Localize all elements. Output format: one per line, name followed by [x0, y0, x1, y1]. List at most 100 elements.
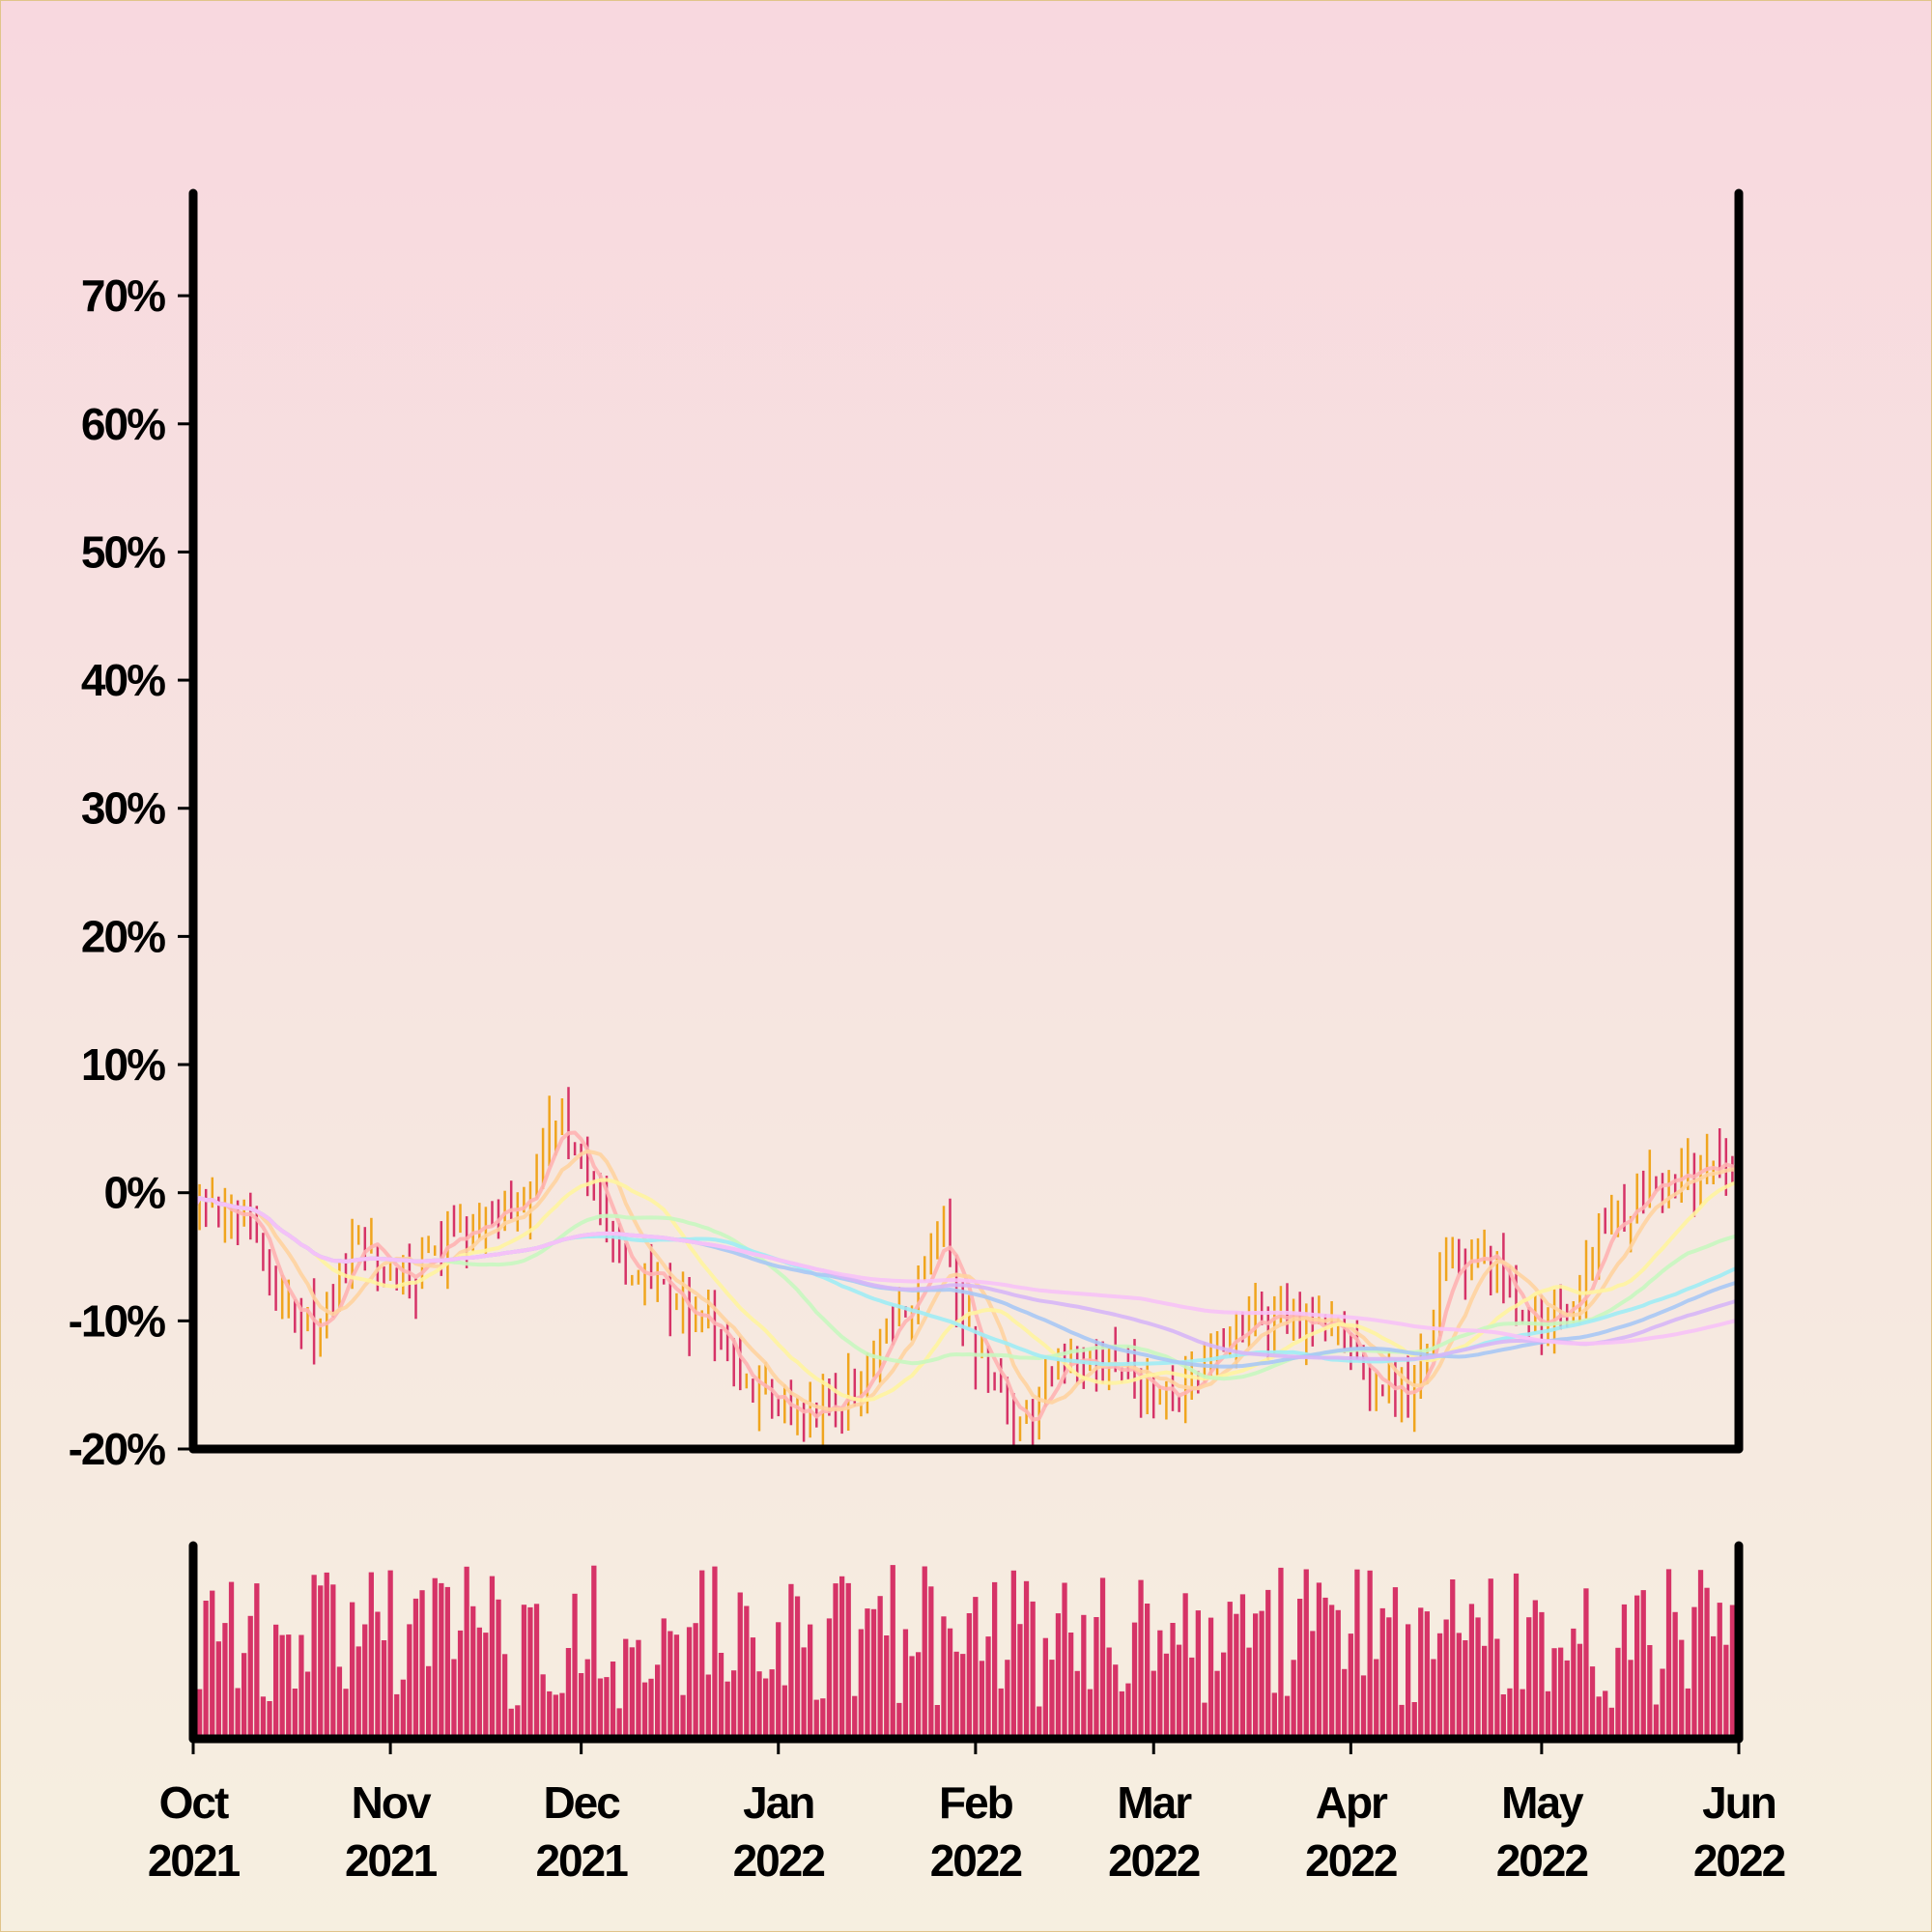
- axes: [188, 188, 1744, 1744]
- volume-bar: [934, 1705, 940, 1739]
- volume-bar: [1603, 1690, 1608, 1739]
- volume-bar: [1265, 1589, 1271, 1739]
- volume-bar: [451, 1659, 457, 1739]
- x-tick-year-label: 2021: [535, 1835, 628, 1886]
- x-tick-year-label: 2021: [345, 1835, 438, 1886]
- x-tick-year-label: 2022: [733, 1835, 825, 1886]
- volume-bar: [820, 1698, 826, 1739]
- volume-bar: [1494, 1638, 1500, 1739]
- volume-bar: [1665, 1569, 1672, 1739]
- volume-bar: [877, 1596, 883, 1739]
- volume-bar: [203, 1601, 209, 1739]
- volume-bar: [1278, 1567, 1284, 1739]
- volume-bar: [953, 1651, 959, 1739]
- y-tick-label: 10%: [81, 1039, 165, 1090]
- volume-bar: [623, 1638, 629, 1739]
- volume-bar: [375, 1611, 381, 1739]
- volume-bar: [210, 1590, 215, 1739]
- volume-bar: [1513, 1573, 1520, 1739]
- y-tick-label: 70%: [81, 270, 165, 321]
- volume-bar: [1030, 1601, 1036, 1739]
- y-tick-label: 60%: [81, 399, 165, 449]
- y-tick-label: 20%: [81, 911, 165, 961]
- volume-bar: [533, 1604, 540, 1739]
- x-tick-month-label: Oct: [159, 1777, 229, 1828]
- x-axis-ticks: Oct 2021 Nov 2021 Dec 2021 Jan 2022 Feb 2022 Mar 20…: [148, 1739, 1787, 1886]
- volume-bar: [1589, 1666, 1596, 1739]
- volume-bar: [1055, 1613, 1062, 1739]
- moving-average-lines: [193, 1130, 1739, 1422]
- volume-bar: [1042, 1637, 1048, 1739]
- volume-bar: [1010, 1570, 1016, 1739]
- volume-bar: [407, 1624, 412, 1739]
- volume-bar: [381, 1640, 387, 1739]
- volume-bar: [1660, 1668, 1665, 1739]
- volume-bars: [190, 1565, 1742, 1739]
- moving-average-line: [193, 1196, 1739, 1381]
- volume-bar: [1081, 1614, 1087, 1739]
- x-tick-year-label: 2022: [1305, 1835, 1397, 1886]
- volume-bar: [1463, 1640, 1468, 1739]
- volume-bar: [1488, 1578, 1493, 1739]
- volume-bar: [540, 1674, 546, 1739]
- volume-bar: [1628, 1660, 1634, 1739]
- volume-bar: [1507, 1688, 1513, 1739]
- volume-bar: [781, 1685, 787, 1739]
- volume-bar: [1163, 1653, 1170, 1739]
- volume-bar: [1087, 1689, 1094, 1739]
- volume-bar: [254, 1583, 260, 1739]
- volume-bar: [292, 1689, 298, 1739]
- x-tick-year-label: 2021: [148, 1835, 241, 1886]
- volume-bar: [865, 1608, 870, 1739]
- volume-bar: [839, 1576, 845, 1739]
- volume-bar: [197, 1689, 203, 1739]
- volume-bar: [1583, 1588, 1589, 1739]
- volume-bar: [298, 1634, 304, 1739]
- volume-bar: [1634, 1595, 1640, 1739]
- volume-bar: [1005, 1660, 1010, 1739]
- volume-bar: [1259, 1610, 1264, 1739]
- volume-bar: [1520, 1689, 1525, 1739]
- volume-bar: [1723, 1644, 1729, 1739]
- volume-bar: [858, 1629, 864, 1739]
- volume-bar: [1679, 1639, 1685, 1739]
- volume-bar: [521, 1605, 527, 1739]
- volume-bar: [355, 1646, 361, 1739]
- volume-bar: [496, 1599, 501, 1739]
- volume-bar: [979, 1661, 985, 1739]
- volume-bar: [941, 1616, 947, 1739]
- volume-bar: [1239, 1594, 1246, 1739]
- volume-bar: [273, 1624, 279, 1739]
- volume-bar: [870, 1608, 877, 1739]
- volume-bar: [444, 1586, 450, 1739]
- volume-bar: [1392, 1587, 1399, 1739]
- volume-bar: [1577, 1643, 1583, 1739]
- volume-bar: [419, 1590, 425, 1739]
- volume-bar: [553, 1694, 558, 1739]
- volume-bar: [1138, 1579, 1144, 1739]
- volume-bar: [947, 1628, 953, 1739]
- volume-bar: [527, 1606, 533, 1739]
- volume-bar: [439, 1582, 444, 1739]
- volume-bar: [591, 1565, 597, 1739]
- volume-bar: [1348, 1634, 1353, 1739]
- volume-bar: [998, 1688, 1004, 1739]
- volume-bar: [1182, 1593, 1188, 1739]
- volume-bar: [1354, 1569, 1360, 1739]
- volume-bar: [1672, 1611, 1678, 1739]
- volume-bar: [1406, 1624, 1411, 1739]
- volume-bar: [763, 1678, 769, 1739]
- volume-bar: [1411, 1702, 1417, 1739]
- volume-bar: [1074, 1670, 1080, 1739]
- x-tick-month-label: Jan: [743, 1777, 813, 1828]
- volume-bar: [788, 1583, 794, 1739]
- volume-bar: [833, 1583, 838, 1739]
- volume-bar: [668, 1631, 673, 1739]
- x-tick-year-label: 2022: [1693, 1835, 1785, 1886]
- volume-bar: [1119, 1690, 1124, 1739]
- volume-bar: [610, 1662, 616, 1739]
- volume-bar: [756, 1671, 762, 1739]
- volume-bar: [1450, 1579, 1456, 1739]
- volume-bar: [693, 1623, 698, 1739]
